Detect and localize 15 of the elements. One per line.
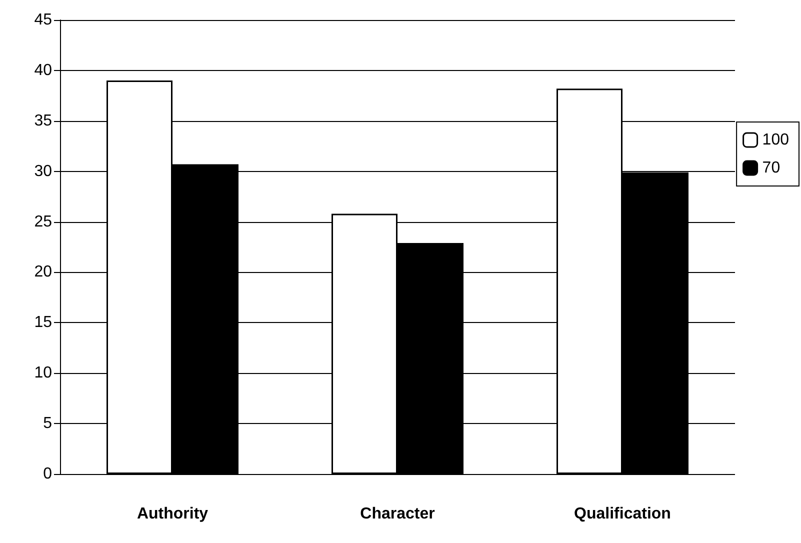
y-tick-label: 5 xyxy=(43,415,52,432)
x-tick-label: Qualification xyxy=(574,506,671,522)
x-tick-label: Authority xyxy=(136,506,208,522)
legend-label: 100 xyxy=(762,132,790,148)
legend-label: 70 xyxy=(762,160,780,176)
y-tick-label: 45 xyxy=(34,12,52,28)
y-tick-label: 20 xyxy=(34,264,52,281)
y-tick-label: 15 xyxy=(34,314,52,332)
x-tick-label: Character xyxy=(360,506,435,522)
y-tick-label: 0 xyxy=(43,466,52,482)
y-tick-label: 25 xyxy=(34,213,52,230)
y-tick-label: 30 xyxy=(34,162,52,180)
y-tick-label: 10 xyxy=(34,364,52,382)
y-tick-label: 35 xyxy=(34,112,52,130)
y-tick-label: 40 xyxy=(34,62,52,79)
